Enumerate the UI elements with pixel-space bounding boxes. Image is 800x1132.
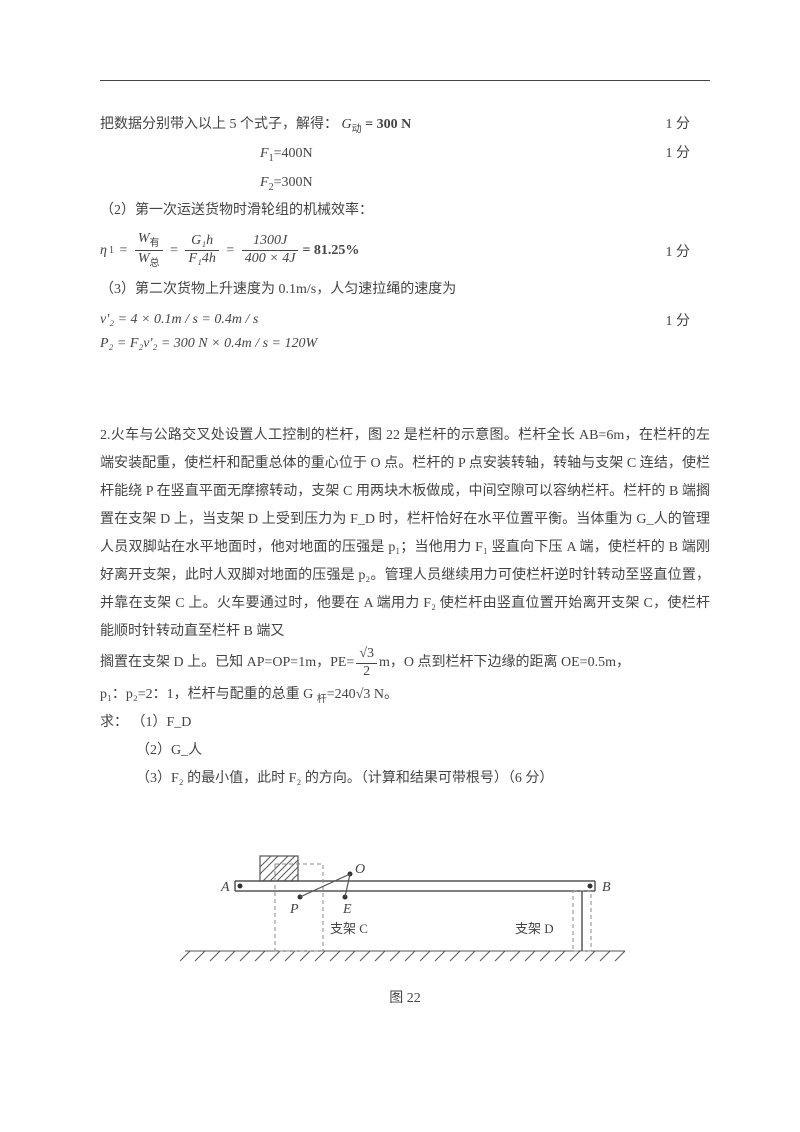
line-3: F2=300N (100, 169, 710, 198)
score-v2: 1 分 (666, 310, 711, 330)
q3: （3）F₂ 的最小值，此时 F₂ 的方向。（计算和结果可带根号）（6 分） (100, 765, 710, 793)
score-1: 1 分 (666, 111, 711, 139)
figure-caption: 图 22 (100, 987, 710, 1007)
label-support-C: 支架 C (330, 921, 368, 936)
v2-equation: v'₂ = 4 × 0.1m / s = 0.4m / s 1 分 (100, 310, 710, 330)
label-O: O (355, 862, 365, 877)
line-1: 把数据分别带入以上 5 个式子，解得： G动 = 300 N 1 分 (100, 111, 710, 140)
line-1-val: = 300 N (365, 117, 411, 132)
problem-2-body: 2.火车与公路交叉处设置人工控制的栏杆，图 22 是栏杆的示意图。栏杆全长 AB… (100, 422, 710, 646)
ask-row: 求： （1）F_D (100, 709, 710, 737)
label-P: P (289, 902, 299, 917)
item-2: （2）第一次运送货物时滑轮组的机械效率： (100, 197, 710, 225)
top-rule (100, 80, 710, 81)
problem-2-body-2: 搁置在支架 D 上。已知 AP=OP=1m，PE= √3 2 m，O 点到栏杆下… (100, 646, 710, 681)
problem-2-body-3: p₁：p₂=2：1，栏杆与配重的总重 G 杆=240√3 N。 (100, 681, 710, 710)
eta-equation: η1 = W有 W总 = G₁h F₁4h = 1300J 400 × 4J =… (100, 231, 710, 270)
q2: （2）G_人 (100, 737, 710, 765)
line-2: F1=400N 1 分 (100, 140, 710, 169)
p2-equation: P₂ = F₂v'₂ = 300 N × 0.4m / s = 120W (100, 336, 710, 352)
diagram-svg: A B O P E 支架 C 支架 D (175, 821, 635, 981)
line-1-text: 把数据分别带入以上 5 个式子，解得： (100, 117, 338, 132)
score-2: 1 分 (666, 140, 711, 168)
figure-22: A B O P E 支架 C 支架 D 图 22 (100, 821, 710, 1007)
label-A: A (220, 880, 230, 895)
score-eta: 1 分 (666, 241, 711, 261)
line-1-sym: G (342, 117, 352, 132)
item-3: （3）第二次货物上升速度为 0.1m/s，人匀速拉绳的速度为 (100, 276, 710, 304)
label-B: B (602, 880, 611, 895)
label-support-D: 支架 D (515, 921, 554, 936)
label-E: E (342, 902, 352, 917)
page-content: 把数据分别带入以上 5 个式子，解得： G动 = 300 N 1 分 F1=40… (0, 0, 800, 1047)
